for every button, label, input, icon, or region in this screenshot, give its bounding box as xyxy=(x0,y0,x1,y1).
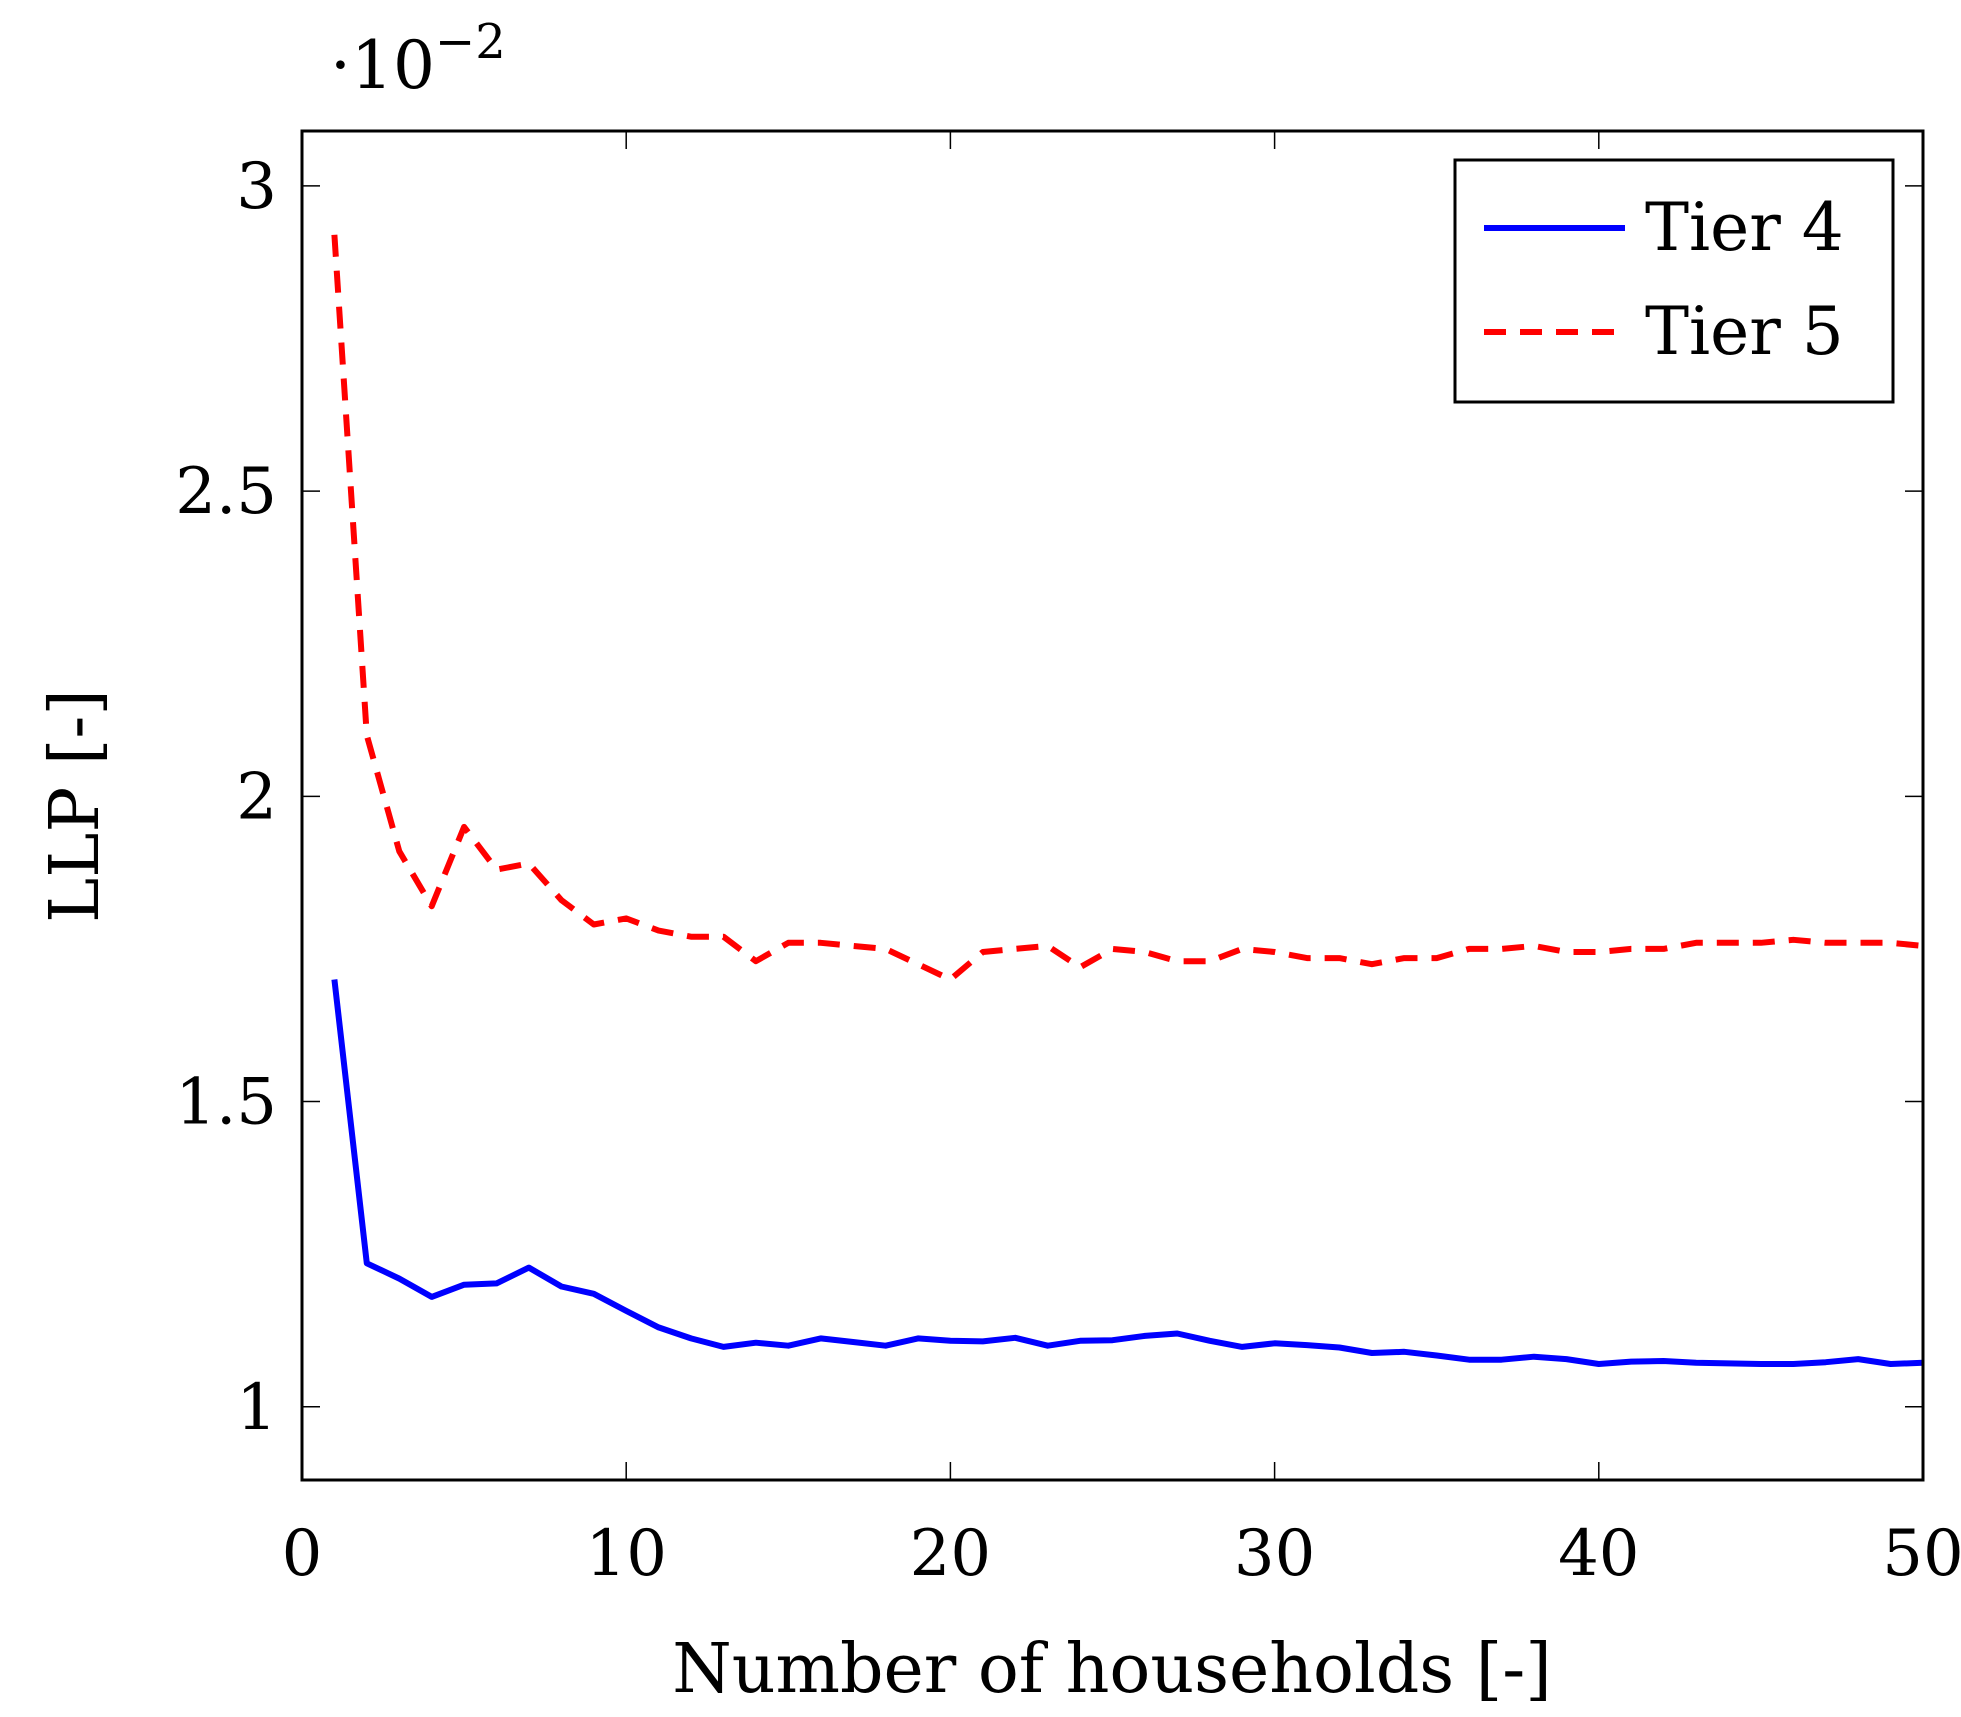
legend-label-tier-4: Tier 4 xyxy=(1645,189,1844,266)
legend-box xyxy=(1453,158,1895,404)
series-line-tier-4 xyxy=(331,979,1924,1367)
y-tick-label: 1 xyxy=(236,1371,277,1445)
y-axis-multiplier-exponent: −2 xyxy=(435,14,506,70)
y-tick-label: 3 xyxy=(236,150,277,224)
y-axis-multiplier: ·10−2 xyxy=(330,14,506,104)
y-tick-label: 2.5 xyxy=(175,455,277,529)
series-layer xyxy=(331,234,1924,1367)
x-axis-title: Number of households [-] xyxy=(672,1630,1552,1709)
series-line-tier-5 xyxy=(331,234,1924,983)
x-tick-label: 50 xyxy=(1882,1517,1961,1591)
x-tick-label: 40 xyxy=(1558,1517,1639,1591)
y-axis-multiplier-base: ·10 xyxy=(330,27,435,104)
x-tick-label: 0 xyxy=(282,1517,323,1591)
legend-label-tier-5: Tier 5 xyxy=(1645,293,1844,370)
y-tick-labels: 1 1.5 2 2.5 3 xyxy=(175,150,277,1445)
y-axis-title: LLP [-] xyxy=(36,689,115,923)
x-tick-label: 30 xyxy=(1234,1517,1315,1591)
y-tick-label: 2 xyxy=(236,760,277,834)
x-tick-label: 10 xyxy=(585,1517,666,1591)
legend: Tier 4 Tier 5 xyxy=(1453,158,1895,404)
plot-area-frame xyxy=(300,129,1925,1482)
x-tick-labels: 0 10 20 30 40 50 xyxy=(282,1517,1961,1591)
y-tick-label: 1.5 xyxy=(175,1066,277,1140)
x-tick-label: 20 xyxy=(910,1517,991,1591)
